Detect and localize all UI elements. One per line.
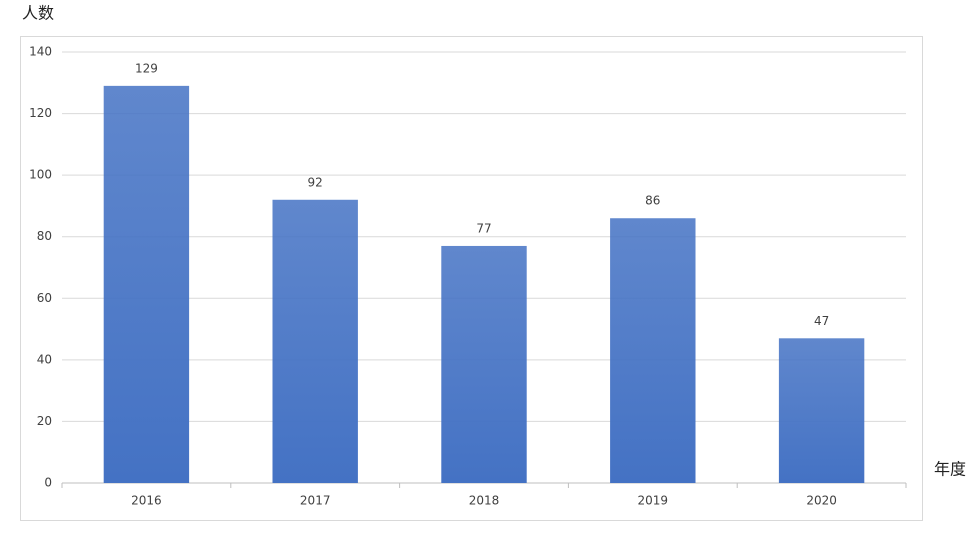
y-tick-label: 80 (37, 229, 52, 243)
x-tick-label: 2016 (131, 494, 162, 508)
x-axis-title: 年度 (934, 460, 966, 479)
data-label: 129 (135, 61, 158, 75)
bar (610, 218, 696, 483)
x-tick-label: 2020 (806, 494, 837, 508)
y-tick-label: 140 (29, 45, 52, 59)
bar (103, 85, 190, 483)
y-tick-label: 0 (44, 476, 52, 490)
data-label: 77 (476, 221, 491, 235)
y-axis-title: 人数 (22, 4, 54, 23)
bar (272, 199, 358, 483)
y-tick-label: 40 (37, 352, 52, 366)
data-label: 92 (308, 175, 323, 189)
y-tick-label: 20 (37, 414, 52, 428)
bar (441, 245, 527, 483)
y-tick-label: 120 (29, 106, 52, 120)
x-tick-label: 2018 (469, 494, 500, 508)
y-tick-label: 60 (37, 291, 52, 305)
bar (778, 338, 865, 483)
chart-frame (20, 36, 923, 521)
x-tick-label: 2017 (300, 494, 331, 508)
data-label: 86 (645, 194, 660, 208)
data-label: 47 (814, 314, 829, 328)
y-tick-label: 100 (29, 168, 52, 182)
x-tick-label: 2019 (638, 494, 669, 508)
